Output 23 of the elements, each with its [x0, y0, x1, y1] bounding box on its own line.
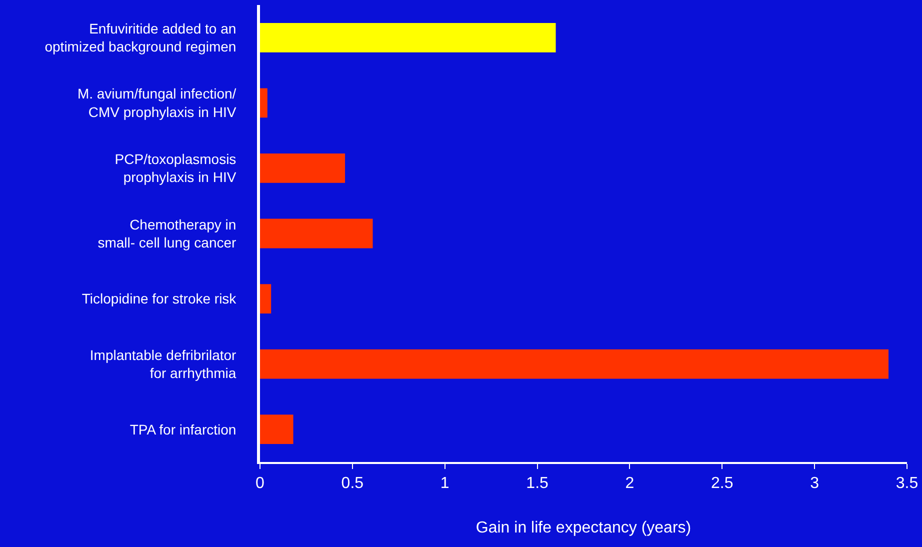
bar	[260, 284, 272, 314]
x-tick-label: 0	[256, 475, 265, 492]
y-tick-label: Implantable defribrilator for arrhythmia	[90, 346, 237, 382]
x-tick-label: 2	[625, 475, 634, 492]
bar	[260, 218, 373, 248]
bar	[260, 154, 346, 183]
y-tick-label: TPA for infarction	[130, 421, 236, 438]
bar	[260, 349, 889, 379]
x-axis-title: Gain in life expectancy (years)	[476, 519, 692, 536]
x-tick-label: 1.5	[526, 475, 549, 492]
y-tick-label: PCP/toxoplasmosis prophylaxis in HIV	[114, 151, 237, 186]
x-tick-label: 3	[810, 475, 820, 492]
y-tick-label: Chemotherapy in small- cell lung cancer	[98, 216, 237, 250]
y-tick-label: Enfuviritide added to an optimized background regimen	[44, 20, 236, 55]
bar	[260, 88, 268, 118]
bar	[260, 22, 556, 52]
x-tick-label: 0.5	[341, 475, 364, 492]
y-tick-label: M. avium/fungal infection/ CMV prophylaxis in HIV	[77, 86, 237, 120]
y-tick-label: Ticlopidine for stroke risk	[82, 290, 238, 307]
bar	[260, 414, 294, 444]
x-tick-label: 1	[440, 475, 450, 492]
x-tick-label: 2.5	[711, 475, 734, 492]
x-tick-label: 3.5	[896, 475, 918, 492]
